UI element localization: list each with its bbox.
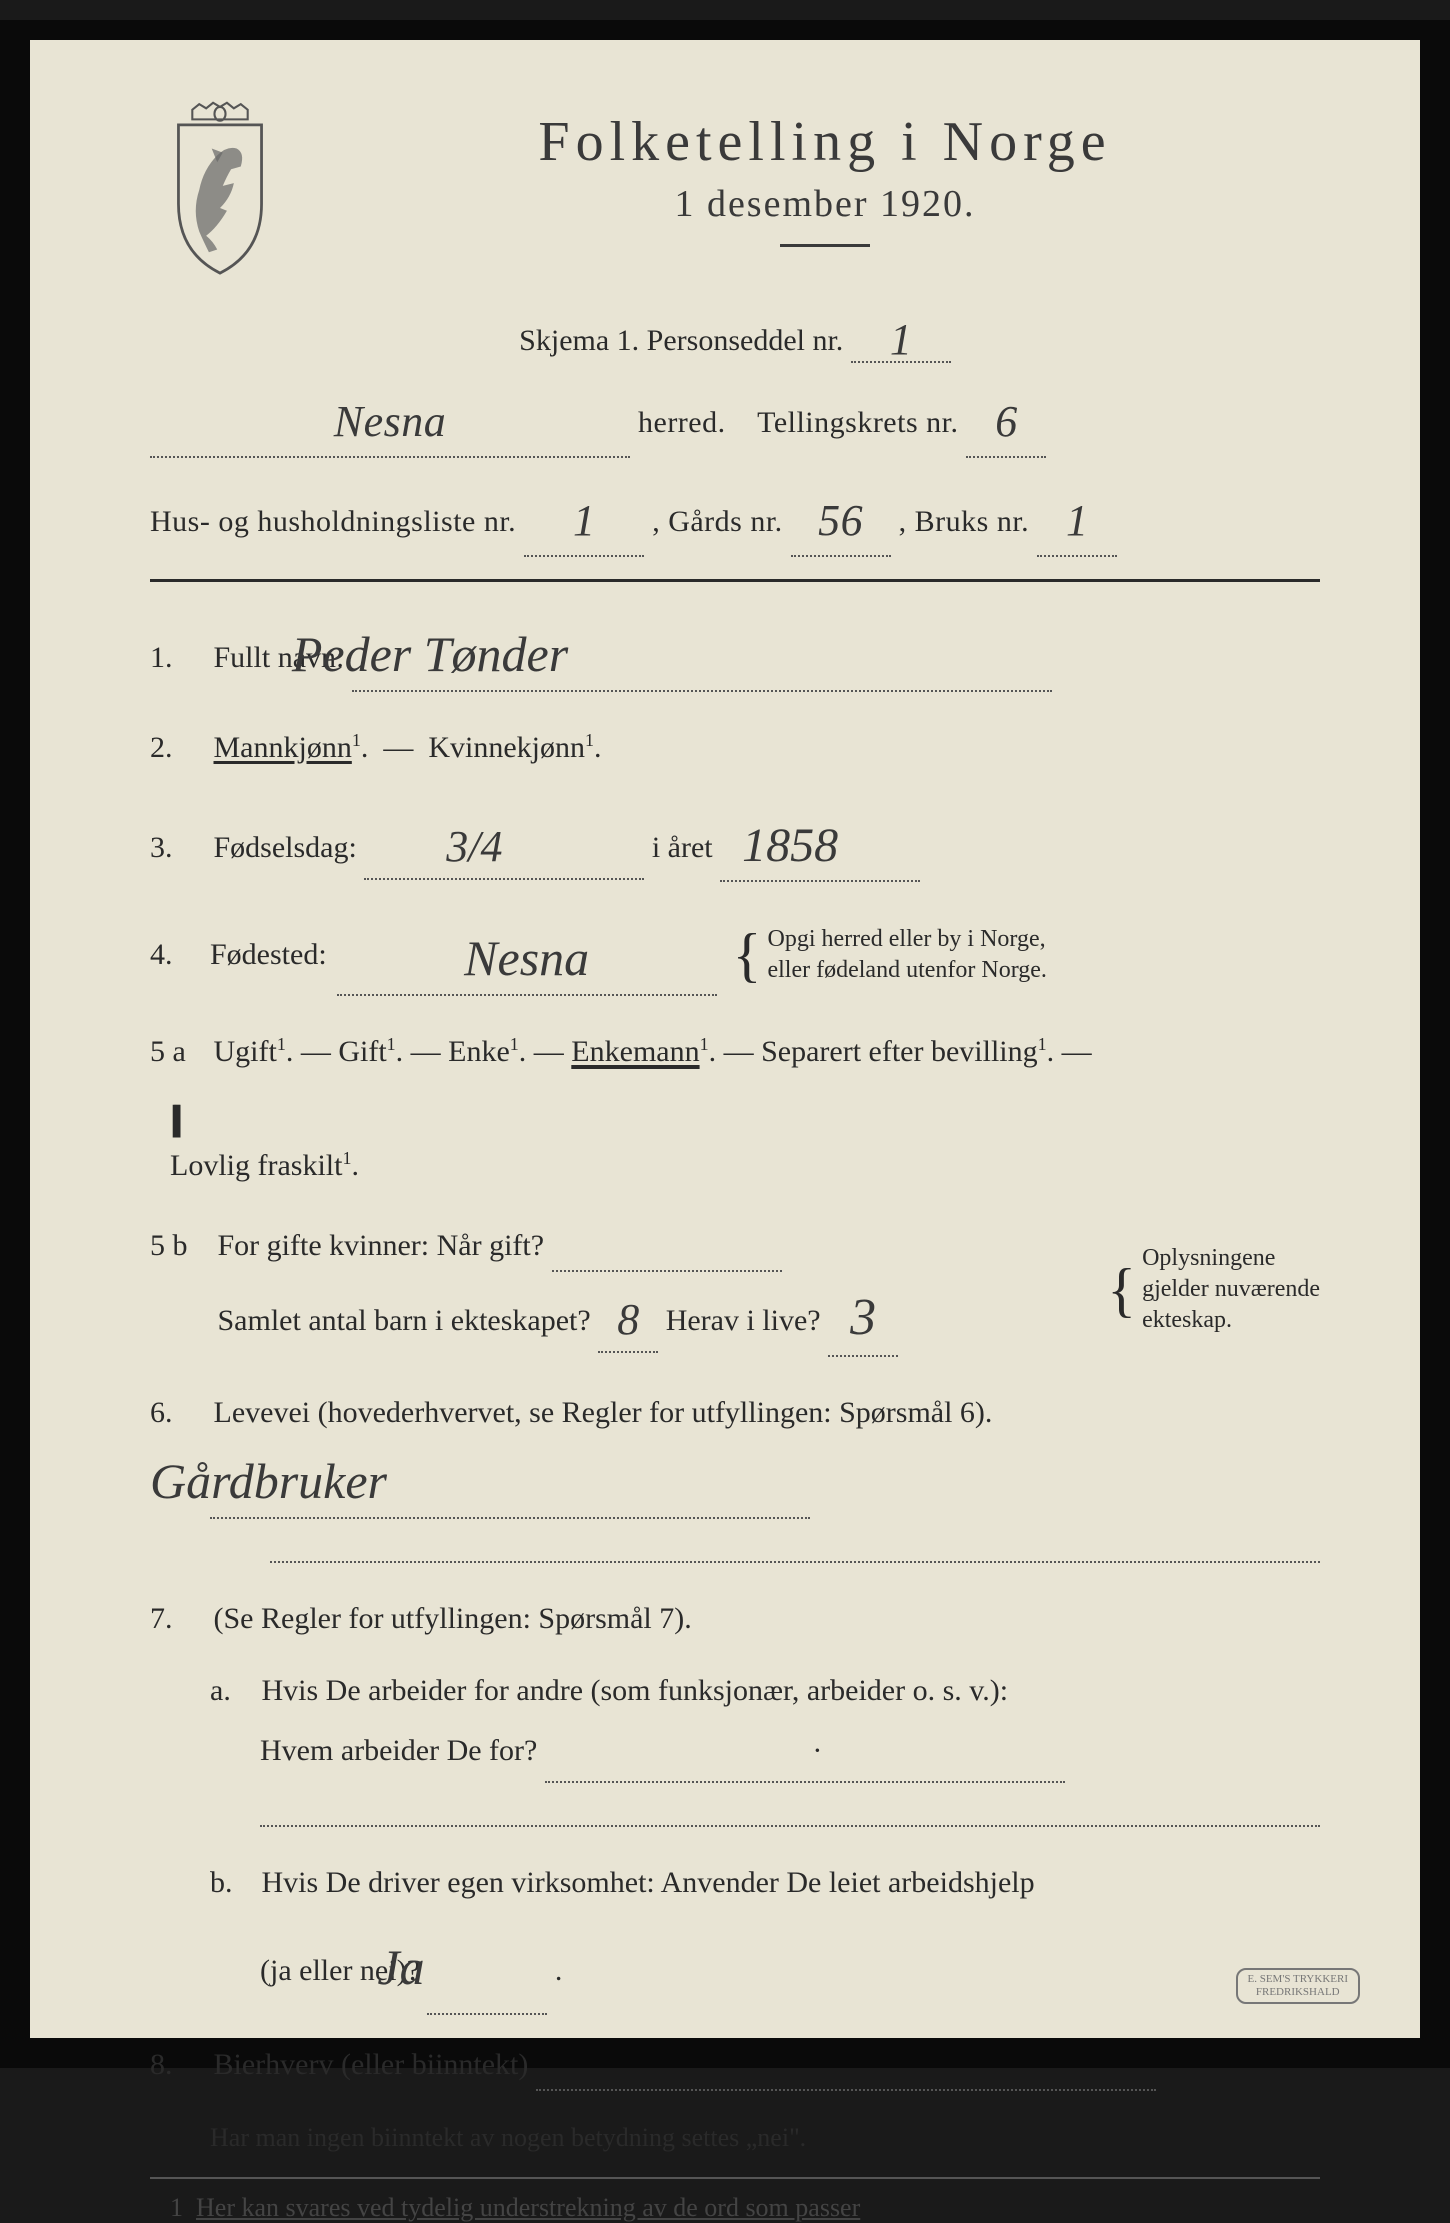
- q3-day: 3/4: [446, 822, 502, 871]
- q5b-label2: Samlet antal barn i ekteskapet?: [218, 1304, 591, 1337]
- q5b-note-3: ekteskap.: [1142, 1307, 1232, 1333]
- q5b-note: Oplysningene gjelder nuværende ekteskap.: [1142, 1243, 1320, 1337]
- q5a-opt3: Enke: [448, 1035, 510, 1068]
- q7a-letter: a.: [210, 1661, 254, 1721]
- location-row-2: Hus- og husholdningsliste nr. 1 , Gårds …: [150, 480, 1320, 557]
- main-title: Folketelling i Norge: [330, 110, 1320, 174]
- q5a-opt2: Gift: [338, 1035, 386, 1068]
- location-row-1: Nesna herred. Tellingskrets nr. 6: [150, 381, 1320, 458]
- blank-line: [270, 1527, 1320, 1563]
- q7: 7. (Se Regler for utfyllingen: Spørsmål …: [150, 1595, 1320, 1643]
- schema-row: Skjema 1. Personseddel nr. 1: [150, 310, 1320, 363]
- q7b-text1: Hvis De driver egen virksomhet: Anvender…: [262, 1866, 1035, 1899]
- bruks-nr: 1: [1066, 496, 1089, 545]
- q8: 8. Bierhverv (eller biinntekt): [150, 2041, 1320, 2091]
- q7b: b. Hvis De driver egen virksomhet: Anven…: [150, 1853, 1320, 2015]
- q5a-opt4: Enkemann: [571, 1035, 699, 1068]
- q5b-num: 5 b: [150, 1222, 210, 1270]
- bruks-label: Bruks nr.: [915, 505, 1030, 538]
- q5a-opt6: Lovlig fraskilt: [170, 1149, 342, 1182]
- q7-label: (Se Regler for utfyllingen: Spørsmål 7).: [214, 1602, 692, 1635]
- q1-num: 1.: [150, 634, 206, 682]
- q5a-line2: |||||| Lovlig fraskilt1.: [150, 1084, 1320, 1190]
- header: Folketelling i Norge 1 desember 1920.: [150, 90, 1320, 280]
- q3-year-label: i året: [652, 831, 713, 864]
- q2-opt1: Mannkjønn: [214, 731, 352, 764]
- q6: 6. Levevei (hovederhvervet, se Regler fo…: [150, 1389, 1320, 1563]
- person-nr: 1: [890, 315, 912, 364]
- q7a-text1: Hvis De arbeider for andre (som funksjon…: [262, 1674, 1009, 1707]
- herred-value: Nesna: [334, 397, 447, 446]
- tellingskrets-nr: 6: [995, 397, 1018, 446]
- hus-nr: 1: [573, 496, 596, 545]
- q5b-label3: Herav i live?: [666, 1304, 821, 1337]
- title-rule: [780, 244, 870, 247]
- stamp-line-2: FREDRIKSHALD: [1256, 1986, 1340, 1998]
- q1: 1. Fullt navn: Peder Tønder: [150, 610, 1320, 692]
- q7b-letter: b.: [210, 1853, 254, 1913]
- hus-label: Hus- og husholdningsliste nr.: [150, 505, 516, 538]
- coat-of-arms-icon: [150, 100, 290, 280]
- schema-label: Skjema 1. Personseddel nr.: [519, 324, 843, 357]
- q3-num: 3.: [150, 824, 206, 872]
- footer-note: Har man ingen biinntekt av nogen betydni…: [150, 2123, 1320, 2153]
- title-block: Folketelling i Norge 1 desember 1920.: [330, 90, 1320, 247]
- q4-num: 4.: [150, 931, 210, 979]
- printer-stamp: E. SEM'S TRYKKERI FREDRIKSHALD: [1236, 1968, 1361, 2004]
- q6-num: 6.: [150, 1389, 206, 1437]
- gards-nr: 56: [818, 496, 863, 545]
- q7a-text2: Hvem arbeider De for?: [260, 1734, 537, 1767]
- q4-value: Nesna: [464, 930, 589, 986]
- q5b-label1: For gifte kvinner: Når gift?: [218, 1229, 545, 1262]
- brace-icon-2: {: [1107, 1272, 1136, 1308]
- herred-label: herred.: [638, 406, 726, 439]
- gards-label: Gårds nr.: [668, 505, 782, 538]
- q5b-val3: 3: [850, 1289, 876, 1346]
- q5a: 5 a Ugift1. — Gift1. — Enke1. — Enkemann…: [150, 1028, 1320, 1076]
- q3: 3. Fødselsdag: 3/4 i året 1858: [150, 804, 1320, 883]
- q5a-num: 5 a: [150, 1028, 206, 1076]
- q6-value: Gårdbruker: [150, 1453, 387, 1509]
- q5a-opt5: Separert efter bevilling: [761, 1035, 1038, 1068]
- q4: 4. Fødested: Nesna { Opgi herred eller b…: [150, 914, 1320, 996]
- subtitle: 1 desember 1920.: [330, 182, 1320, 226]
- q5b-val2: 8: [617, 1295, 639, 1344]
- q4-label: Fødested:: [210, 931, 327, 979]
- q5b-note-1: Oplysningene: [1142, 1245, 1275, 1271]
- q4-note-2: eller fødeland utenfor Norge.: [767, 957, 1046, 983]
- q1-value: Peder Tønder: [292, 626, 568, 682]
- q7a: a. Hvis De arbeider for andre (som funks…: [150, 1661, 1320, 1827]
- bottom-rule: [150, 2177, 1320, 2179]
- tellingskrets-label: Tellingskrets nr.: [757, 406, 958, 439]
- cut-text-value: Her kan svares ved tydelig understreknin…: [196, 2193, 860, 2222]
- brace-icon: {: [733, 937, 762, 973]
- q7b-value: Ja: [377, 1939, 424, 1995]
- q2-num: 2.: [150, 724, 206, 772]
- census-form-page: Folketelling i Norge 1 desember 1920. Sk…: [0, 20, 1450, 2068]
- q3-label: Fødselsdag:: [214, 831, 357, 864]
- q4-note: Opgi herred eller by i Norge, eller føde…: [767, 924, 1046, 986]
- cut-text: 1 Her kan svares ved tydelig understrekn…: [150, 2193, 1320, 2223]
- strike-marks: ||||||: [170, 1098, 177, 1138]
- q3-year: 1858: [742, 819, 838, 872]
- q2: 2. Mannkjønn1. — Kvinnekjønn1.: [150, 724, 1320, 772]
- blank-line-2: [260, 1791, 1320, 1827]
- divider: [150, 579, 1320, 582]
- q7-num: 7.: [150, 1595, 206, 1643]
- q5b: 5 b For gifte kvinner: Når gift? Samlet …: [150, 1222, 1320, 1357]
- q4-note-1: Opgi herred eller by i Norge,: [767, 926, 1045, 952]
- q6-label: Levevei (hovederhvervet, se Regler for u…: [214, 1396, 993, 1429]
- q8-num: 8.: [150, 2041, 206, 2089]
- q5b-note-2: gjelder nuværende: [1142, 1276, 1320, 1302]
- q8-label: Bierhverv (eller biinntekt): [214, 2048, 529, 2081]
- q2-opt2: Kvinnekjønn: [428, 731, 585, 764]
- stamp-line-1: E. SEM'S TRYKKERI: [1248, 1973, 1349, 1985]
- q5a-opt1: Ugift: [214, 1035, 277, 1068]
